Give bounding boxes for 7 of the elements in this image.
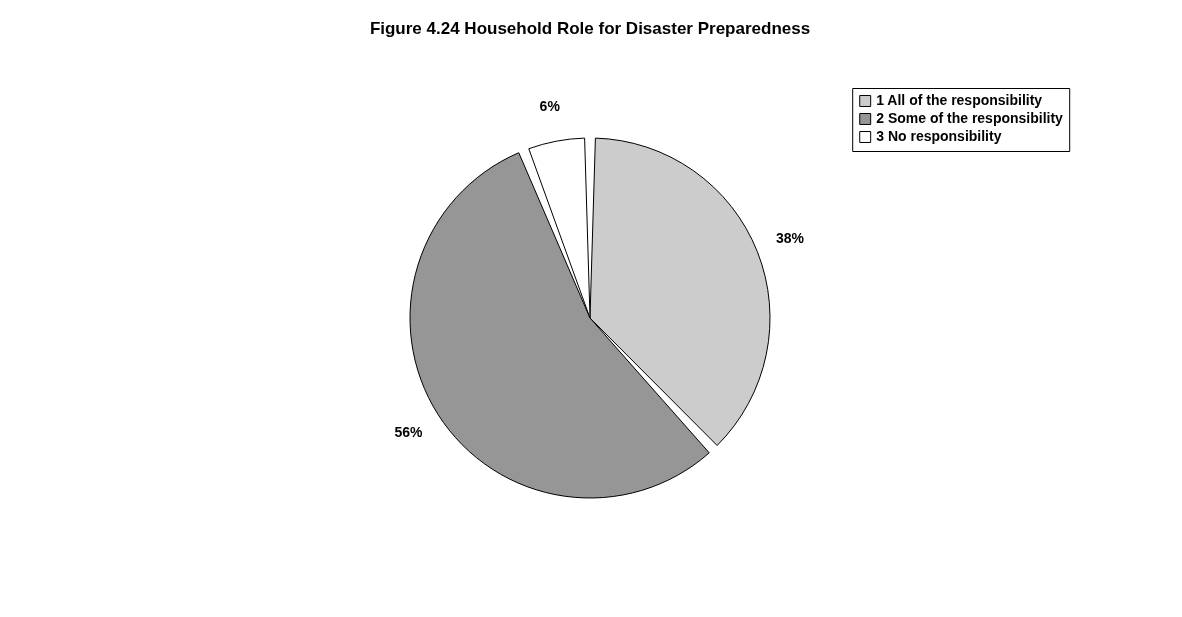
data-label: 38% — [775, 229, 805, 246]
data-label: 6% — [539, 97, 561, 114]
legend-label: 1 All of the responsibility — [876, 92, 1043, 108]
legend-label: 3 No responsibility — [876, 128, 1002, 144]
chart-title: Figure 4.24 Household Role for Disaster Preparedness — [369, 19, 811, 38]
legend-label: 2 Some of the responsibility — [876, 110, 1064, 126]
data-label: 56% — [394, 424, 424, 441]
